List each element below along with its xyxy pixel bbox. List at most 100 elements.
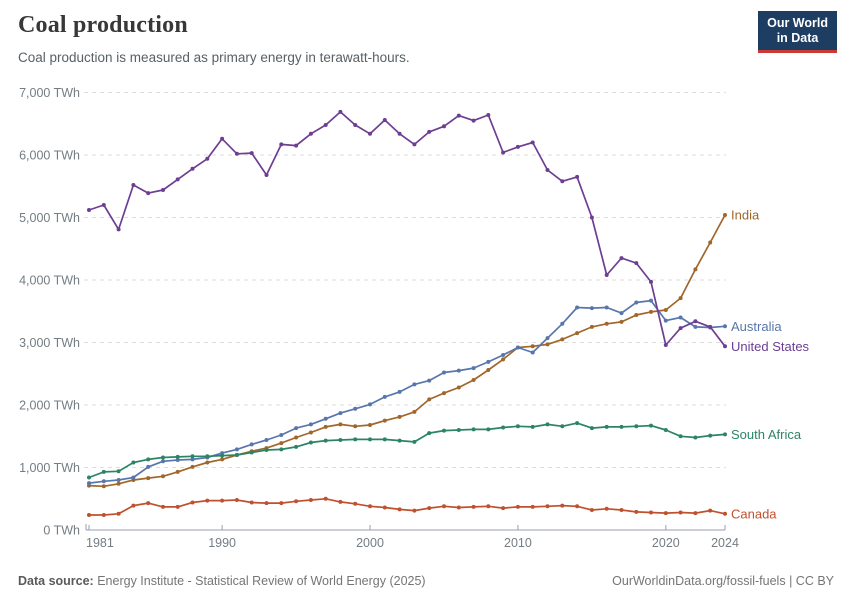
data-point: [190, 454, 195, 459]
data-point: [663, 343, 668, 347]
data-point: [604, 321, 609, 326]
data-point: [323, 416, 328, 421]
data-point: [501, 150, 506, 155]
x-axis-label: 1990: [208, 536, 236, 550]
series-label-united-states[interactable]: United States: [731, 339, 810, 354]
data-point: [663, 318, 668, 323]
owid-logo[interactable]: Our World in Data: [758, 11, 837, 53]
data-point: [708, 433, 713, 438]
data-point: [530, 424, 535, 429]
data-point: [693, 267, 698, 272]
data-point: [279, 501, 284, 506]
data-point: [220, 457, 225, 462]
page-title: Coal production: [18, 12, 188, 38]
data-point: [190, 166, 195, 171]
data-point: [693, 511, 698, 516]
data-point: [649, 510, 653, 515]
data-point: [456, 428, 461, 432]
data-point: [634, 509, 639, 514]
data-point: [175, 458, 180, 462]
data-point: [382, 118, 387, 122]
data-point: [471, 118, 476, 123]
data-point: [323, 424, 328, 429]
series-label-australia[interactable]: Australia: [731, 319, 782, 334]
series-india[interactable]: [87, 213, 727, 489]
license-badge: CC BY: [795, 574, 834, 588]
y-axis-label: 3,000 TWh: [19, 336, 80, 350]
data-point: [412, 409, 417, 414]
data-point: [205, 454, 210, 459]
data-point: [146, 457, 151, 462]
owid-logo-line1: Our World: [767, 16, 828, 30]
owid-url-link[interactable]: OurWorldinData.org/fossil-fuels: [612, 574, 786, 588]
data-point: [220, 498, 225, 503]
data-point: [619, 311, 624, 316]
data-point: [294, 435, 299, 440]
data-point: [234, 151, 239, 156]
x-axis-label: 2020: [652, 536, 680, 550]
data-point: [427, 431, 432, 436]
data-point: [323, 123, 328, 127]
data-point: [308, 422, 313, 427]
data-point: [353, 123, 358, 127]
chart-plot-area[interactable]: 0 TWh 1,000 TWh 2,000 TWh 3,000 TWh 4,000 TW…: [0, 80, 850, 558]
data-point: [146, 464, 151, 469]
series-line-canada: [89, 497, 726, 516]
data-point: [560, 179, 565, 184]
data-point: [545, 504, 550, 509]
data-point: [663, 511, 668, 516]
series-label-south-africa[interactable]: South Africa: [731, 427, 802, 442]
data-point: [368, 437, 372, 442]
series-line-australia: [88, 299, 726, 484]
data-point: [471, 504, 476, 509]
data-point: [87, 481, 91, 486]
data-point: [101, 479, 106, 484]
data-point: [604, 506, 609, 511]
data-point: [249, 500, 254, 505]
data-point: [279, 433, 284, 437]
chart-footer: Data source: Energy Institute - Statisti…: [18, 574, 834, 588]
series-canada[interactable]: [87, 496, 727, 517]
x-axis-label: 2024: [711, 536, 739, 550]
data-point: [412, 508, 417, 513]
data-point: [575, 305, 580, 310]
y-axis-label: 6,000 TWh: [19, 149, 80, 163]
data-point: [368, 504, 372, 509]
data-point: [146, 191, 151, 196]
series-line-south-africa: [88, 422, 726, 479]
data-point: [560, 337, 565, 342]
data-point: [442, 391, 446, 396]
series-label-india[interactable]: India: [731, 208, 760, 223]
data-point: [530, 344, 535, 349]
series-south-africa[interactable]: [87, 421, 727, 480]
data-point: [279, 142, 284, 147]
data-point: [368, 423, 372, 427]
data-point: [161, 188, 165, 192]
data-point: [560, 321, 565, 326]
data-point: [220, 453, 225, 458]
series-label-canada[interactable]: Canada: [731, 506, 777, 521]
data-point: [308, 131, 313, 136]
data-point: [101, 484, 106, 489]
data-point: [708, 240, 713, 245]
data-point: [353, 406, 358, 411]
line-chart-canvas[interactable]: 0 TWh 1,000 TWh 2,000 TWh 3,000 TWh 4,000 TW…: [0, 80, 850, 558]
data-point: [190, 464, 195, 469]
data-point: [190, 500, 195, 505]
data-point: [723, 324, 727, 329]
series-united-states[interactable]: [87, 109, 727, 349]
data-point: [678, 315, 683, 320]
data-point: [486, 113, 491, 117]
data-point: [161, 459, 165, 464]
data-point: [456, 113, 461, 118]
data-point: [486, 504, 491, 509]
owid-logo-line2: in Data: [776, 31, 819, 45]
data-point: [649, 298, 653, 303]
data-point: [382, 418, 387, 423]
y-axis-label: 7,000 TWh: [19, 86, 80, 100]
data-point: [471, 366, 476, 371]
data-point: [604, 424, 609, 429]
data-point: [619, 424, 624, 429]
data-point: [589, 508, 594, 512]
data-point: [308, 430, 313, 435]
